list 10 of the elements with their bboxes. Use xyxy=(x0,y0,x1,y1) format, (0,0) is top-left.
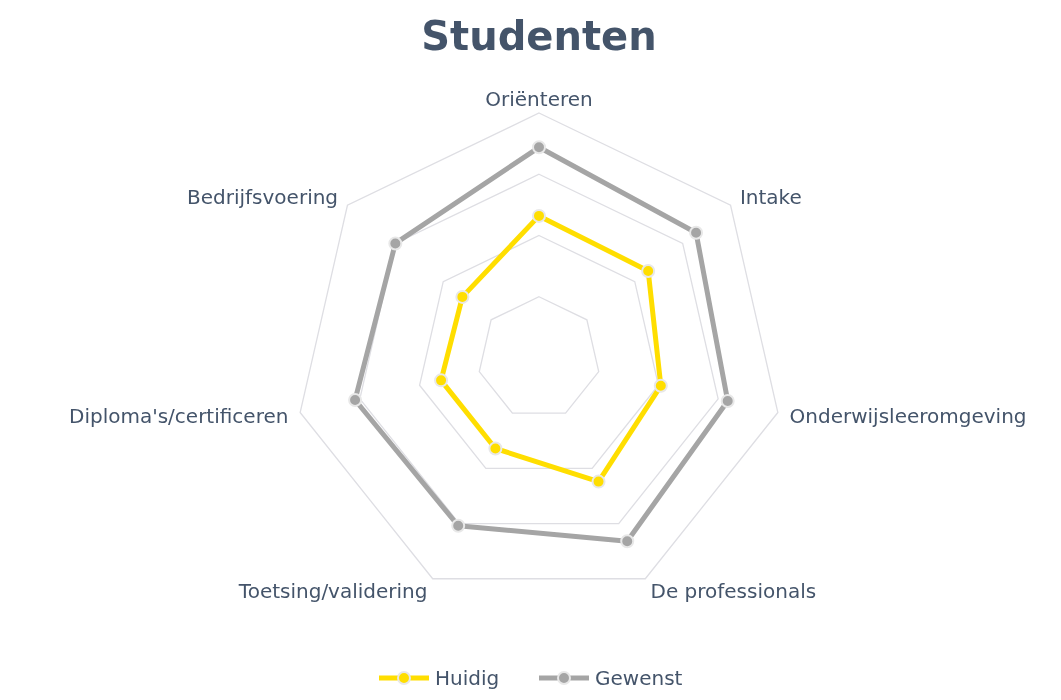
spoke-label: De professionals xyxy=(650,579,817,604)
spoke-label: Intake xyxy=(739,184,802,209)
spoke-label: Oriënteren xyxy=(485,87,593,111)
legend-label: Gewenst xyxy=(595,666,683,690)
spoke-label: Bedrijfsvoering xyxy=(187,184,339,209)
legend-label: Huidig xyxy=(435,666,500,690)
spoke-label: Toetsing/validering xyxy=(237,579,428,604)
spoke-label: Onderwijsleeromgeving xyxy=(789,403,1027,428)
spoke-label: Diploma's/certificeren xyxy=(69,403,289,428)
chart-title: Studenten xyxy=(421,13,657,59)
